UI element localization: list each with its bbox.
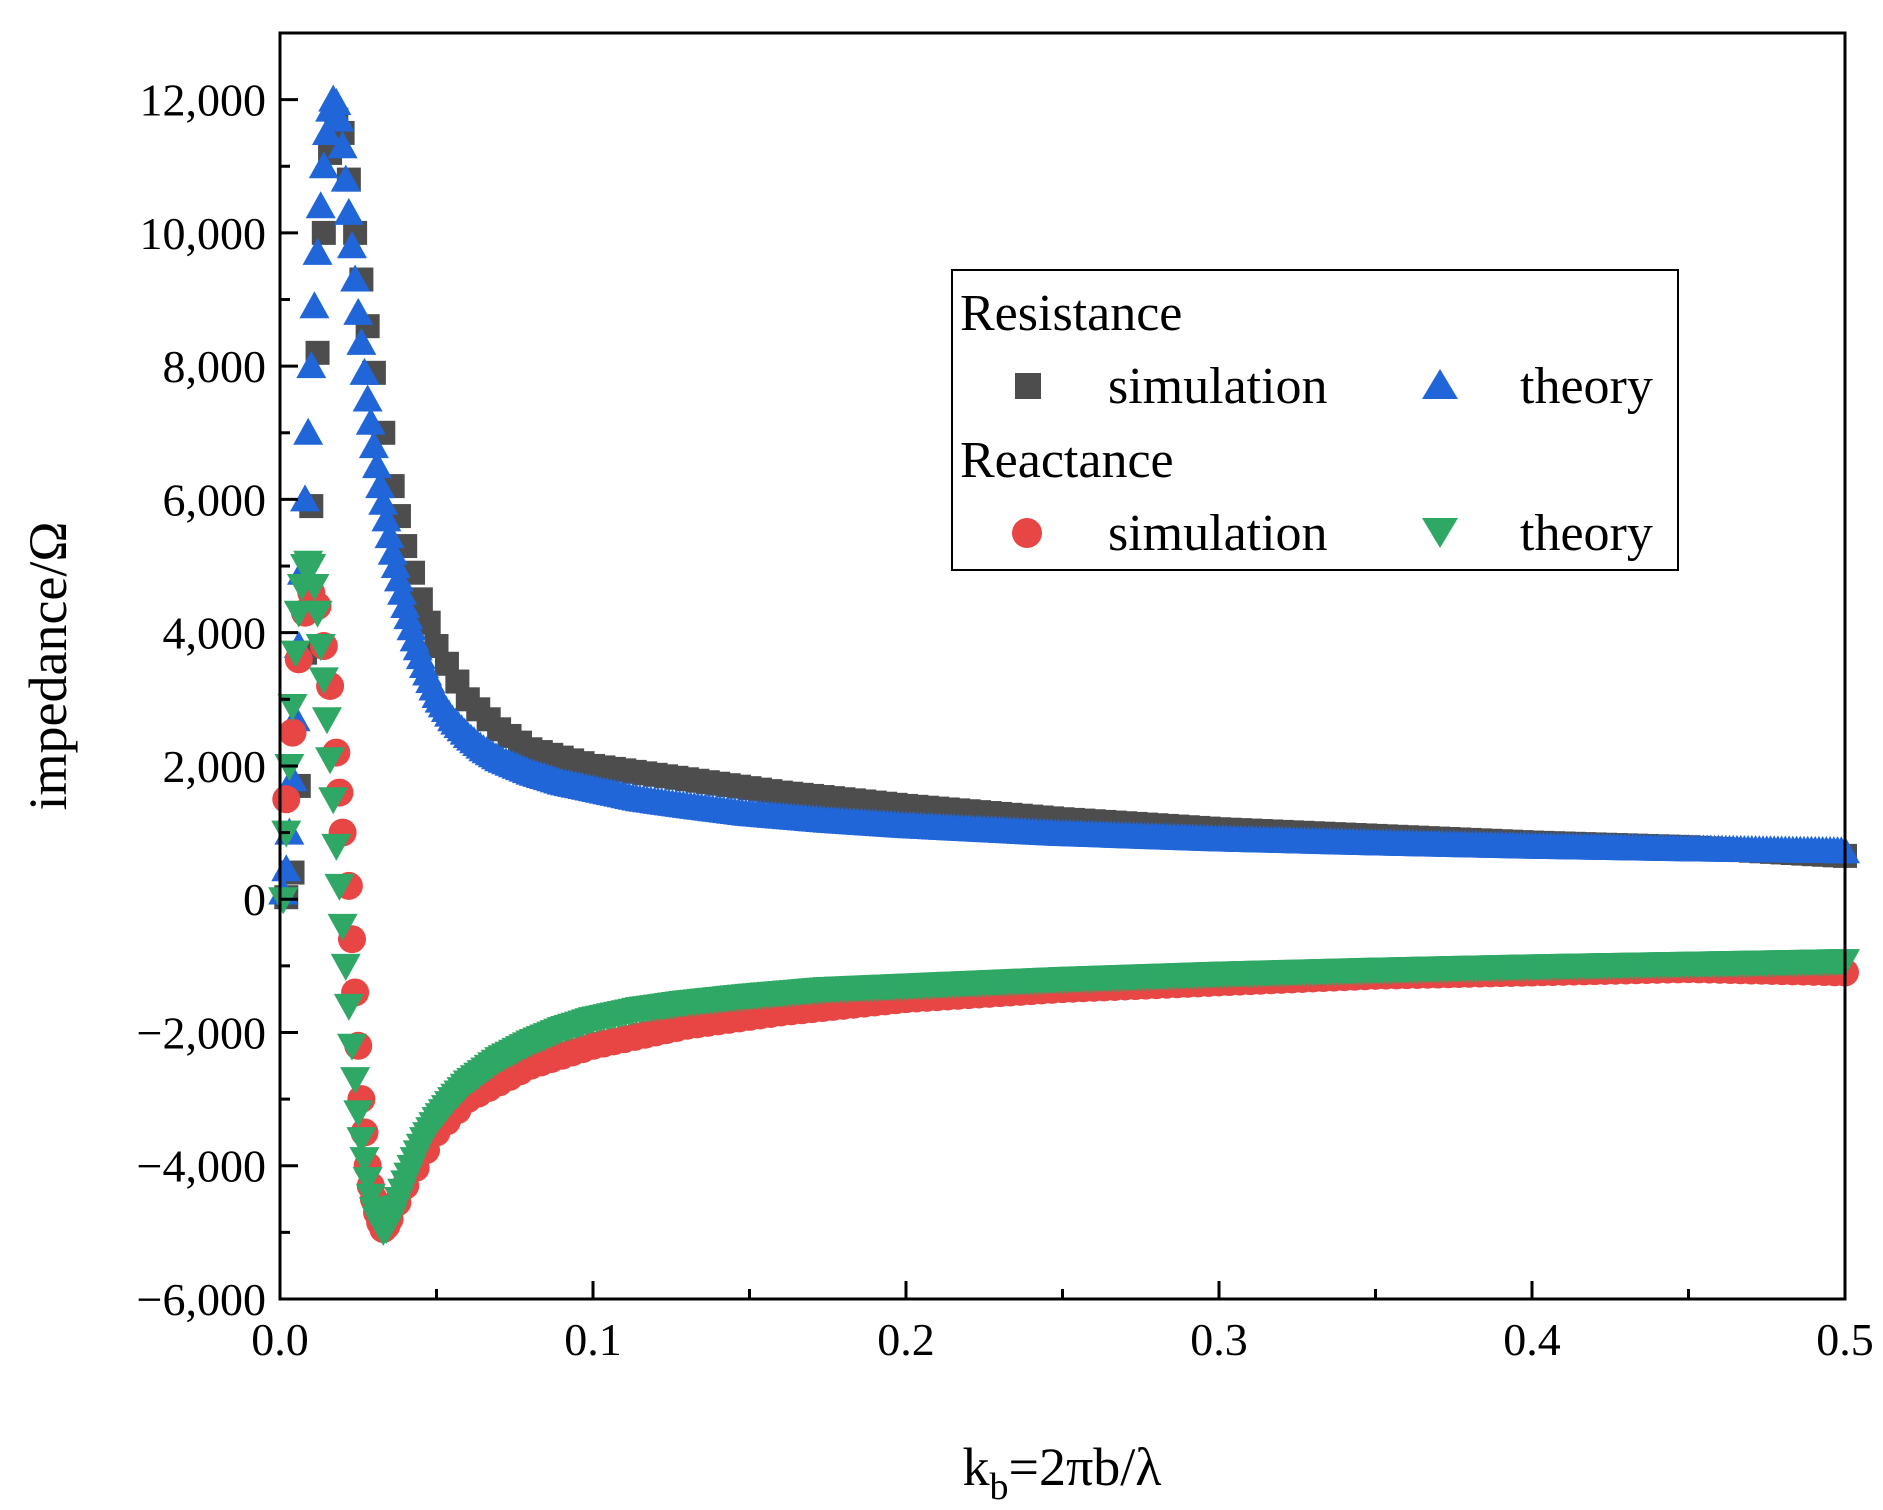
legend-label-reactance-theory: theory (1520, 505, 1653, 562)
x-axis: 0.0 0.1 0.2 0.3 0.4 0.5 (251, 1281, 1874, 1365)
data-markers (268, 84, 1860, 1247)
y-tick-label: 12,000 (140, 75, 267, 126)
reactance_theory-point (324, 873, 355, 901)
resistance_simulation-point (311, 220, 336, 245)
resistance_theory-point (299, 291, 330, 319)
resistance_theory-point (296, 351, 327, 379)
y-tick-label: 2,000 (163, 741, 267, 792)
resistance_theory-point (377, 537, 408, 565)
resistance_theory-point (368, 487, 399, 515)
x-tick-label: 0.2 (877, 1314, 935, 1365)
resistance_theory-point (383, 564, 414, 592)
resistance_theory-point (340, 264, 371, 292)
resistance_theory-point (333, 197, 364, 225)
resistance_theory-point (346, 327, 377, 355)
legend-box (951, 269, 1679, 571)
resistance_theory-point (277, 764, 308, 792)
legend-marker-reactance-theory (1422, 518, 1458, 548)
reactance_theory-point (330, 953, 361, 981)
plot-frame (278, 31, 1847, 1301)
y-tick-label: 4,000 (163, 608, 267, 659)
x-tick-label: 0.1 (564, 1314, 622, 1365)
reactance_theory-point (321, 833, 352, 861)
resistance_theory-point (327, 131, 358, 159)
legend-marker-reactance-simulation (1012, 518, 1042, 548)
y-tick-label: 6,000 (163, 474, 267, 525)
reactance_theory-point (315, 747, 346, 775)
legend-title-resistance: Resistance (960, 285, 1182, 342)
reactance_theory-point (346, 1127, 377, 1155)
resistance_theory-point (302, 237, 333, 265)
resistance_theory-point (349, 357, 380, 385)
x-tick-label: 0.4 (1503, 1314, 1561, 1365)
y-tick-label: −2,000 (137, 1007, 266, 1058)
reactance_theory-point (352, 1167, 383, 1195)
reactance_simulation-point (272, 785, 301, 814)
y-axis: −6,000 −4,000 −2,000 0 2,000 4,000 6,000 8,000 1… (137, 31, 298, 1325)
reactance_simulation-point (278, 718, 307, 747)
x-tick-label: 0.5 (1816, 1314, 1874, 1365)
legend-marker-resistance-theory (1422, 369, 1458, 399)
reactance_theory-point (305, 634, 336, 662)
resistance_theory-point (343, 297, 374, 325)
reactance_theory-point (336, 1033, 367, 1061)
x-tick-label: 0.0 (251, 1314, 309, 1365)
resistance_theory-point (371, 504, 402, 532)
resistance_theory-point (293, 417, 324, 445)
resistance_theory-point (324, 104, 355, 132)
reactance_theory-point (299, 574, 330, 602)
y-tick-label: 0 (243, 874, 266, 925)
legend-label-resistance-theory: theory (1520, 358, 1653, 415)
y-tick-label: −6,000 (137, 1274, 266, 1325)
reactance_theory-point (296, 554, 327, 582)
series-reactance_simulation (272, 578, 1859, 1244)
resistance_theory-point (387, 577, 418, 605)
resistance_theory-point (374, 521, 405, 549)
x-axis-title-base: k (963, 1437, 990, 1497)
reactance_theory-point (283, 600, 314, 628)
reactance_theory-point (308, 667, 339, 695)
legend: Resistance simulation theory Reactance s… (951, 269, 1679, 571)
resistance_theory-point (380, 551, 411, 579)
reactance_theory-point (311, 707, 342, 735)
x-axis-title-subscript: b (990, 1466, 1009, 1508)
y-tick-label: −4,000 (137, 1141, 266, 1192)
resistance_theory-point (308, 151, 339, 179)
resistance_theory-point (358, 431, 389, 459)
resistance_theory-point (330, 164, 361, 192)
legend-label-reactance-simulation: simulation (1108, 505, 1328, 562)
reactance_theory-point (302, 600, 333, 628)
series-reactance_theory (268, 550, 1860, 1247)
resistance_theory-point (321, 87, 352, 115)
legend-title-reactance: Reactance (960, 432, 1174, 489)
legend-label-resistance-simulation: simulation (1108, 358, 1328, 415)
legend-marker-resistance-simulation (1015, 373, 1041, 399)
resistance_theory-point (336, 231, 367, 259)
reactance_theory-point (340, 1067, 371, 1095)
reactance_theory-point (343, 1100, 374, 1128)
resistance_theory-point (352, 384, 383, 412)
y-tick-label: 10,000 (140, 208, 267, 259)
resistance_theory-point (305, 191, 336, 219)
x-axis-title: kb=2πb/λ (963, 1437, 1162, 1508)
x-tick-label: 0.3 (1190, 1314, 1248, 1365)
resistance_theory-point (362, 451, 393, 479)
reactance_theory-point (318, 787, 349, 815)
reactance_theory-point (349, 1147, 380, 1175)
series-resistance_theory (268, 84, 1860, 905)
reactance_theory-point (327, 913, 358, 941)
y-tick-label: 8,000 (163, 341, 267, 392)
reactance_theory-point (280, 640, 311, 668)
reactance_theory-point (333, 993, 364, 1021)
resistance_theory-point (290, 484, 321, 512)
resistance_theory-point (365, 471, 396, 499)
resistance_theory-point (355, 407, 386, 435)
x-axis-title-rest: =2πb/λ (1009, 1437, 1162, 1497)
y-axis-title: impedance/Ω (18, 521, 78, 810)
